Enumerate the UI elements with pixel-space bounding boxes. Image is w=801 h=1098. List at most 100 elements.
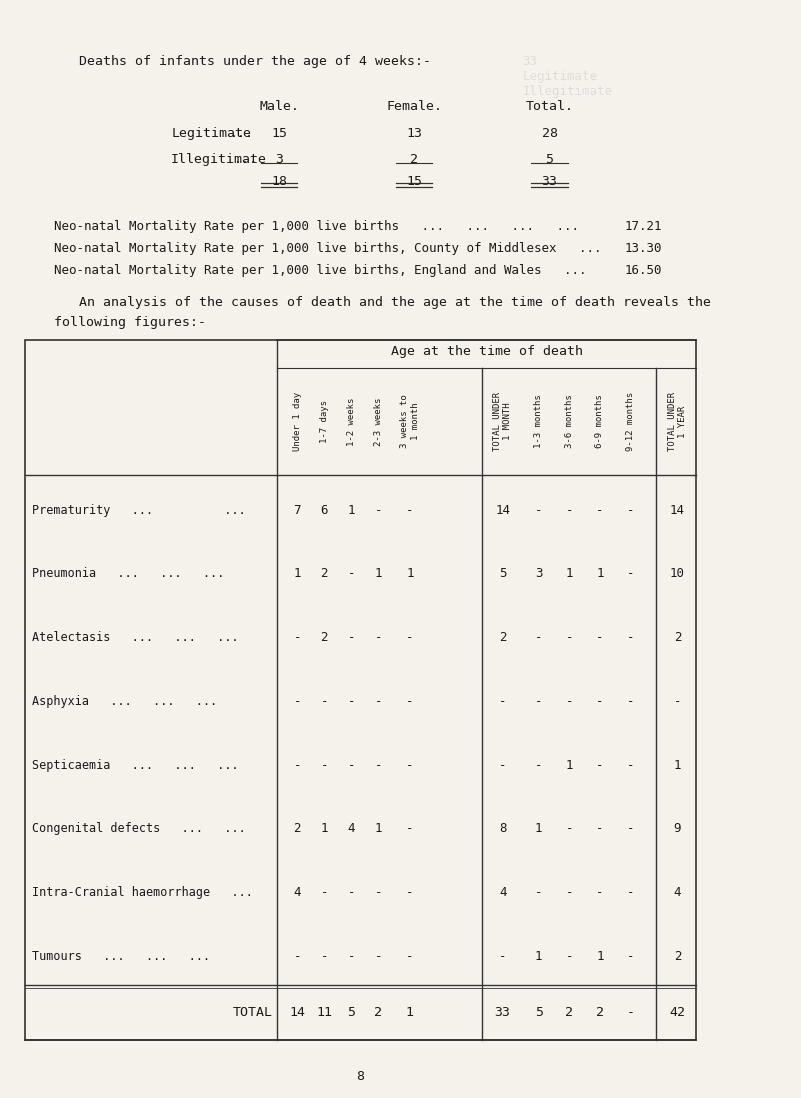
Text: 17.21: 17.21 bbox=[625, 220, 662, 233]
Text: Legitimate: Legitimate bbox=[171, 127, 252, 141]
Text: 10: 10 bbox=[670, 568, 685, 581]
Text: -: - bbox=[596, 886, 604, 899]
Text: 1: 1 bbox=[535, 950, 542, 963]
Text: -: - bbox=[596, 695, 604, 708]
Text: 14: 14 bbox=[495, 504, 510, 516]
Text: -: - bbox=[348, 568, 355, 581]
Text: 3-6 months: 3-6 months bbox=[565, 394, 574, 448]
Text: -: - bbox=[375, 504, 382, 516]
Text: 4: 4 bbox=[674, 886, 681, 899]
Text: 1-3 months: 1-3 months bbox=[534, 394, 543, 448]
Text: -: - bbox=[293, 950, 301, 963]
Text: 2: 2 bbox=[499, 631, 506, 645]
Text: 2-3 weeks: 2-3 weeks bbox=[374, 397, 383, 446]
Text: -: - bbox=[406, 631, 413, 645]
Text: -: - bbox=[566, 822, 573, 836]
Text: 15: 15 bbox=[406, 175, 422, 188]
Text: Prematurity   ...          ...: Prematurity ... ... bbox=[31, 504, 245, 516]
Text: -: - bbox=[535, 695, 542, 708]
Text: 2: 2 bbox=[566, 1006, 574, 1019]
Text: 14: 14 bbox=[289, 1006, 305, 1019]
Text: -: - bbox=[674, 695, 681, 708]
Text: 11: 11 bbox=[316, 1006, 332, 1019]
Text: 13.30: 13.30 bbox=[625, 242, 662, 255]
Text: -: - bbox=[499, 759, 506, 772]
Text: 28: 28 bbox=[541, 127, 557, 141]
Text: -: - bbox=[566, 695, 573, 708]
Text: -: - bbox=[627, 568, 634, 581]
Text: Septicaemia   ...   ...   ...: Septicaemia ... ... ... bbox=[31, 759, 238, 772]
Text: -: - bbox=[348, 886, 355, 899]
Text: 1: 1 bbox=[406, 568, 413, 581]
Text: 1-2 weeks: 1-2 weeks bbox=[347, 397, 356, 446]
Text: 1: 1 bbox=[293, 568, 301, 581]
Text: -: - bbox=[627, 822, 634, 836]
Text: TOTAL: TOTAL bbox=[233, 1006, 273, 1019]
Text: -: - bbox=[406, 950, 413, 963]
Text: 2: 2 bbox=[374, 1006, 382, 1019]
Text: -: - bbox=[566, 504, 573, 516]
Text: Neo-natal Mortality Rate per 1,000 live births   ...   ...   ...   ...: Neo-natal Mortality Rate per 1,000 live … bbox=[54, 220, 579, 233]
Text: Total.: Total. bbox=[525, 100, 574, 113]
Text: -: - bbox=[375, 695, 382, 708]
Text: -: - bbox=[348, 695, 355, 708]
Text: -: - bbox=[406, 504, 413, 516]
Text: 2: 2 bbox=[320, 568, 328, 581]
Text: -: - bbox=[348, 631, 355, 645]
Text: 1: 1 bbox=[566, 759, 573, 772]
Text: Female.: Female. bbox=[386, 100, 442, 113]
Text: -: - bbox=[320, 695, 328, 708]
Text: Under 1 day: Under 1 day bbox=[293, 392, 302, 451]
Text: ...: ... bbox=[230, 127, 254, 141]
Text: 4: 4 bbox=[499, 886, 506, 899]
Text: 1: 1 bbox=[406, 1006, 414, 1019]
Text: -: - bbox=[566, 950, 573, 963]
Text: 9-12 months: 9-12 months bbox=[626, 392, 635, 451]
Text: -: - bbox=[293, 631, 301, 645]
Text: 1-7 days: 1-7 days bbox=[320, 400, 328, 442]
Text: -: - bbox=[626, 1006, 634, 1019]
Text: Congenital defects   ...   ...: Congenital defects ... ... bbox=[31, 822, 245, 836]
Text: 42: 42 bbox=[670, 1006, 686, 1019]
Text: -: - bbox=[627, 631, 634, 645]
Text: Male.: Male. bbox=[260, 100, 300, 113]
Text: 4: 4 bbox=[348, 822, 355, 836]
Text: 1: 1 bbox=[596, 568, 604, 581]
Text: -: - bbox=[499, 695, 506, 708]
Text: -: - bbox=[348, 759, 355, 772]
Text: An analysis of the causes of death and the age at the time of death reveals the: An analysis of the causes of death and t… bbox=[79, 296, 711, 309]
Text: 18: 18 bbox=[272, 175, 288, 188]
Text: Intra-Cranial haemorrhage   ...: Intra-Cranial haemorrhage ... bbox=[31, 886, 252, 899]
Text: -: - bbox=[627, 759, 634, 772]
Text: 1: 1 bbox=[535, 822, 542, 836]
Text: -: - bbox=[596, 759, 604, 772]
Text: TOTAL UNDER
1 MONTH: TOTAL UNDER 1 MONTH bbox=[493, 392, 513, 451]
Text: 2: 2 bbox=[320, 631, 328, 645]
Text: 1: 1 bbox=[674, 759, 681, 772]
Text: -: - bbox=[535, 886, 542, 899]
Text: 1: 1 bbox=[375, 822, 382, 836]
Text: 1: 1 bbox=[348, 504, 355, 516]
Text: 5: 5 bbox=[499, 568, 506, 581]
Text: -: - bbox=[535, 631, 542, 645]
Text: 2: 2 bbox=[293, 822, 301, 836]
Text: 2: 2 bbox=[674, 631, 681, 645]
Text: TOTAL UNDER
1 YEAR: TOTAL UNDER 1 YEAR bbox=[668, 392, 687, 451]
Text: 8: 8 bbox=[356, 1069, 364, 1083]
Text: 5: 5 bbox=[545, 153, 553, 166]
Text: -: - bbox=[499, 950, 506, 963]
Text: 6-9 months: 6-9 months bbox=[595, 394, 605, 448]
Text: Neo-natal Mortality Rate per 1,000 live births, England and Wales   ...: Neo-natal Mortality Rate per 1,000 live … bbox=[54, 264, 586, 277]
Text: 1: 1 bbox=[375, 568, 382, 581]
Text: -: - bbox=[566, 886, 573, 899]
Text: 33: 33 bbox=[541, 175, 557, 188]
Text: -: - bbox=[535, 759, 542, 772]
Text: -: - bbox=[627, 695, 634, 708]
Text: 6: 6 bbox=[320, 504, 328, 516]
Text: Illegitimate: Illegitimate bbox=[171, 153, 268, 166]
Text: -: - bbox=[375, 950, 382, 963]
Text: 1: 1 bbox=[320, 822, 328, 836]
Text: 3: 3 bbox=[276, 153, 284, 166]
Text: Atelectasis   ...   ...   ...: Atelectasis ... ... ... bbox=[31, 631, 238, 645]
Text: -: - bbox=[596, 504, 604, 516]
